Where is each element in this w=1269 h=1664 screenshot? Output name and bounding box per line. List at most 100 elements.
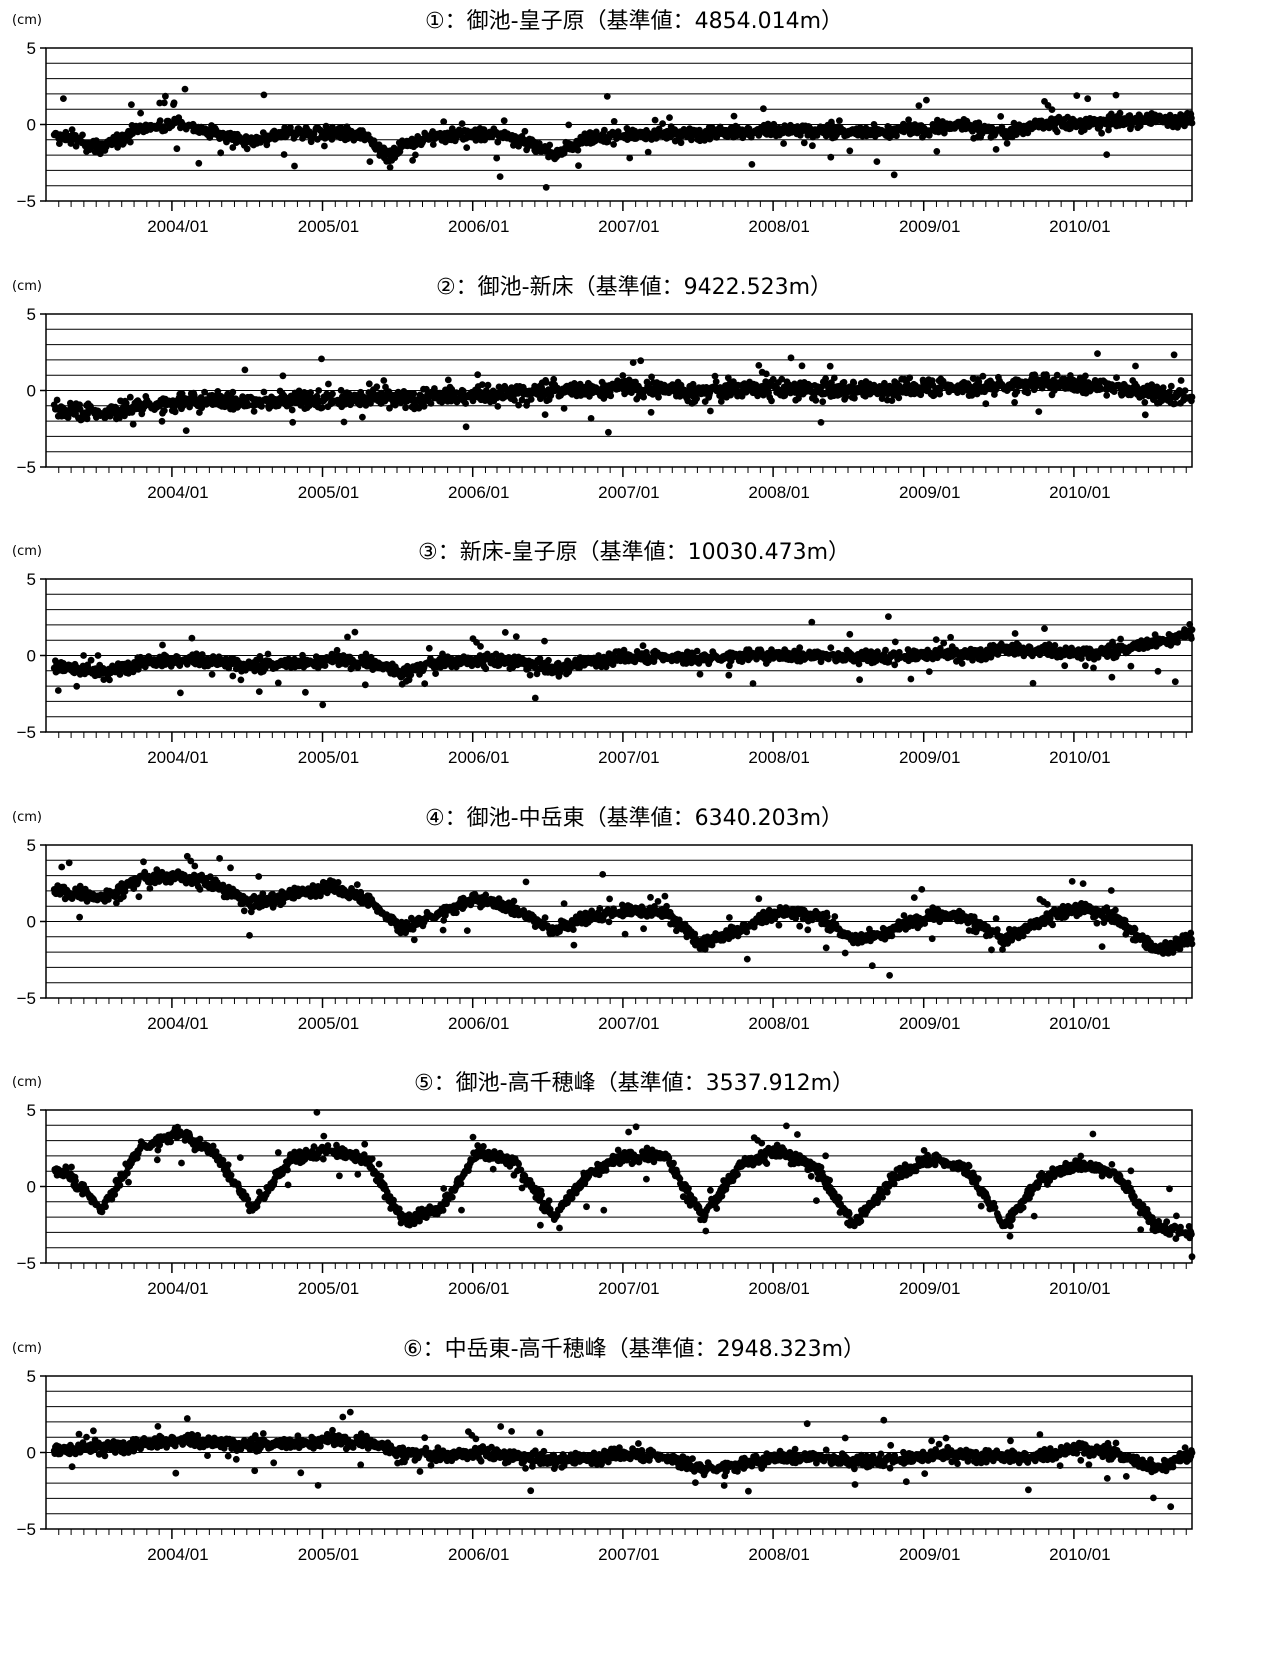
data-point (1053, 371, 1061, 378)
data-point (836, 117, 843, 124)
data-point (243, 145, 251, 153)
data-point (1113, 373, 1120, 381)
data-point (229, 144, 237, 151)
data-point (796, 131, 804, 139)
data-point (651, 116, 659, 124)
data-point (237, 676, 245, 684)
data-points (50, 613, 1196, 709)
data-point (822, 374, 829, 382)
data-point (809, 142, 816, 150)
data-point (156, 117, 164, 124)
data-point (359, 413, 366, 420)
data-point (1011, 630, 1019, 637)
data-point (565, 121, 573, 129)
data-point (748, 161, 756, 168)
data-point (925, 668, 933, 675)
data-point (452, 388, 460, 396)
data-point (542, 184, 550, 191)
data-point (177, 689, 184, 697)
data-point (730, 112, 738, 120)
data-point (518, 396, 526, 403)
data-point (113, 131, 121, 139)
data-point (768, 396, 775, 404)
data-point (851, 394, 858, 402)
x-tick-label: 2007/01 (598, 217, 659, 236)
data-point (67, 140, 75, 147)
data-point (696, 670, 704, 678)
data-point (365, 379, 373, 387)
data-point (494, 402, 502, 410)
data-point (241, 366, 249, 373)
data-point (94, 652, 102, 659)
x-tick-label: 2006/01 (448, 217, 509, 236)
data-point (291, 162, 298, 170)
data-point (693, 394, 700, 402)
data-point (382, 383, 389, 390)
data-point (500, 117, 508, 125)
data-point (1073, 92, 1081, 99)
data-point (923, 96, 930, 104)
data-point (260, 388, 268, 395)
y-tick-label: 5 (27, 305, 36, 324)
data-point (915, 102, 923, 109)
data-point (1103, 391, 1111, 399)
data-point (344, 633, 351, 641)
data-point (56, 140, 63, 148)
data-point (420, 402, 428, 410)
data-point (905, 116, 912, 124)
data-point (796, 644, 804, 652)
data-point (162, 92, 169, 100)
x-tick-label: 2005/01 (298, 217, 359, 236)
data-point (610, 141, 617, 148)
data-point (493, 154, 501, 162)
data-point (992, 146, 1000, 153)
chart-title: ②：御池‐新床（基準値：9422.523m） (436, 275, 832, 300)
data-point (182, 426, 190, 434)
data-point (361, 681, 369, 689)
data-point (610, 118, 618, 125)
data-point (1171, 399, 1179, 407)
data-point (542, 378, 550, 386)
data-point (258, 402, 265, 410)
data-point (547, 391, 555, 399)
data-point (53, 396, 61, 403)
data-point (60, 95, 67, 102)
y-tick-label: 0 (27, 381, 36, 400)
data-point (778, 375, 786, 382)
x-tick-label: 2005/01 (298, 748, 359, 767)
data-point (337, 386, 345, 394)
y-tick-label: −5 (17, 723, 36, 742)
data-point (619, 371, 627, 379)
data-point (762, 370, 770, 377)
data-point (444, 376, 452, 383)
y-tick-label: −5 (17, 458, 36, 477)
x-tick-label: 2010/01 (1049, 217, 1110, 236)
data-point (827, 153, 835, 161)
data-point (787, 353, 795, 361)
data-point (410, 389, 418, 397)
data-point (79, 131, 86, 139)
data-point (1082, 372, 1089, 379)
data-point (198, 651, 206, 658)
data-point (302, 688, 309, 696)
chart-title: ①：御池‐皇子原（基準値：4854.014m） (425, 9, 843, 34)
data-point (366, 158, 374, 166)
data-point (484, 381, 492, 389)
data-point (274, 679, 282, 687)
data-point (287, 124, 294, 131)
data-point (201, 388, 209, 395)
data-point (659, 120, 666, 127)
data-point (637, 356, 645, 364)
data-point (427, 399, 435, 407)
y-tick-label: 5 (27, 570, 36, 589)
data-point (492, 650, 500, 658)
data-point (68, 126, 76, 133)
data-point (620, 646, 628, 654)
data-point (979, 372, 987, 380)
data-point (1011, 398, 1018, 406)
data-point (605, 428, 612, 436)
data-point (541, 410, 549, 418)
data-point (603, 93, 611, 100)
data-point (1141, 410, 1149, 418)
